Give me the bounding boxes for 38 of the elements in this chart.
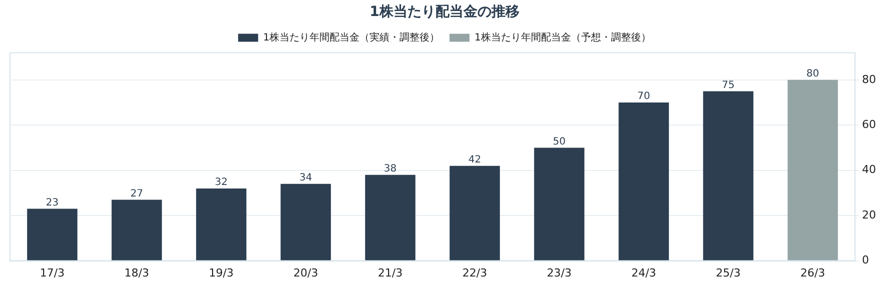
- legend-label: 1株当たり年間配当金（予想・調整後）: [474, 31, 651, 44]
- bar: [27, 208, 78, 260]
- data-label: 70: [637, 91, 650, 102]
- y-tick-label: 0: [862, 254, 870, 267]
- chart-title: 1株当たり配当金の推移: [370, 4, 520, 20]
- y-tick-label: 40: [862, 163, 876, 176]
- x-tick-label: 19/3: [208, 266, 234, 280]
- bar: [112, 200, 162, 260]
- data-label: 23: [46, 197, 59, 208]
- bar: [280, 184, 331, 260]
- x-tick-label: 23/3: [546, 266, 572, 280]
- data-label: 27: [130, 188, 144, 200]
- data-label: 42: [468, 154, 482, 166]
- bar: [450, 166, 500, 260]
- bar: [618, 102, 669, 260]
- x-tick-label: 22/3: [462, 266, 488, 280]
- data-label: 32: [214, 177, 228, 188]
- y-tick-label: 20: [862, 208, 876, 222]
- legend-label: 1株当たり年間配当金（実績・調整後）: [263, 31, 440, 44]
- data-label: 50: [552, 136, 566, 148]
- bar: [703, 91, 754, 260]
- x-tick-label: 24/3: [631, 266, 656, 280]
- x-tick-label: 26/3: [800, 266, 826, 280]
- y-tick-label: 60: [862, 118, 876, 132]
- bar: [788, 80, 838, 260]
- bar: [534, 148, 584, 260]
- x-tick-label: 17/3: [40, 266, 65, 280]
- data-label: 38: [384, 163, 397, 174]
- data-label: 75: [722, 80, 735, 91]
- x-tick-label: 25/3: [716, 266, 741, 280]
- bar: [196, 188, 246, 260]
- y-tick-label: 80: [862, 72, 876, 86]
- bar: [365, 174, 416, 260]
- data-label: 80: [806, 68, 820, 80]
- x-tick-label: 21/3: [378, 266, 403, 280]
- x-tick-label: 20/3: [293, 266, 318, 280]
- data-label: 34: [299, 172, 312, 184]
- x-tick-label: 18/3: [124, 266, 150, 280]
